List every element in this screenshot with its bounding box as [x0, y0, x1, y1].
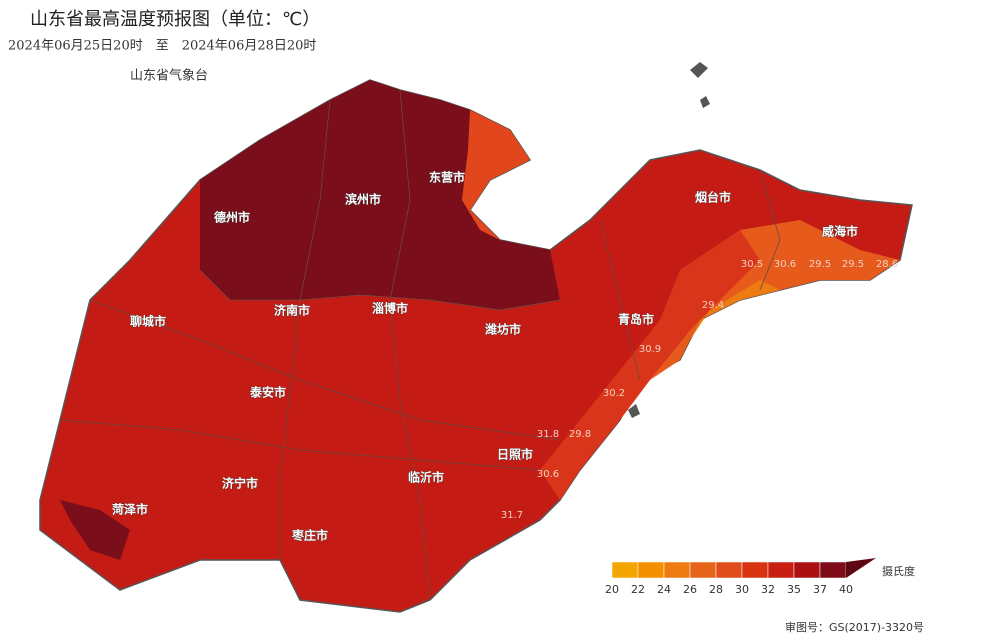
city-label: 烟台市	[695, 190, 731, 205]
city-label: 临沂市	[408, 470, 444, 485]
legend-tick: 28	[709, 583, 723, 596]
legend-swatch	[611, 561, 639, 579]
station-value: 30.5	[741, 259, 763, 270]
city-label: 枣庄市	[291, 528, 328, 543]
map-shape	[39, 62, 913, 613]
legend-swatch	[715, 561, 743, 579]
city-label: 潍坊市	[484, 322, 521, 337]
city-label: 滨州市	[345, 192, 381, 207]
city-label: 青岛市	[618, 312, 654, 327]
legend-swatch	[793, 561, 821, 579]
station-value: 29.5	[842, 259, 864, 270]
station-value: 29.4	[702, 300, 724, 311]
station-value: 31.7	[501, 510, 523, 521]
agency: 山东省气象台	[130, 68, 208, 84]
legend-swatch	[637, 561, 665, 579]
legend-tick: 20	[605, 583, 619, 596]
city-label: 德州市	[214, 210, 250, 225]
legend-tick: 26	[683, 583, 697, 596]
legend-tick: 22	[631, 583, 645, 596]
legend-tick: 30	[735, 583, 749, 596]
city-label: 济南市	[274, 303, 310, 318]
station-value: 30.6	[537, 469, 559, 480]
city-label: 泰安市	[249, 385, 286, 400]
city-label: 威海市	[822, 224, 858, 239]
legend-unit: 摄氏度	[882, 564, 915, 578]
station-value: 30.6	[774, 259, 796, 270]
legend-tick: 40	[839, 583, 853, 596]
city-label: 淄博市	[372, 301, 408, 316]
period: 2024年06月25日20时 至 2024年06月28日20时	[8, 39, 316, 54]
station-value: 30.9	[639, 344, 661, 355]
legend-tick: 35	[787, 583, 801, 596]
city-label: 济宁市	[222, 476, 258, 491]
legend-swatch	[741, 561, 769, 579]
title: 山东省最高温度预报图（单位：℃）	[30, 9, 320, 30]
city-label: 菏泽市	[112, 502, 148, 517]
station-value: 29.8	[569, 429, 591, 440]
station-value: 30.2	[603, 388, 625, 399]
station-value: 28.6	[876, 259, 898, 270]
legend-tick: 24	[657, 583, 671, 596]
city-label: 东营市	[429, 170, 465, 185]
legend-tick: 32	[761, 583, 775, 596]
legend-swatch	[663, 561, 691, 579]
station-value: 31.8	[537, 429, 559, 440]
legend-swatch	[689, 561, 717, 579]
legend-swatch	[819, 561, 847, 579]
legend-swatch	[767, 561, 795, 579]
city-label: 聊城市	[130, 314, 166, 329]
city-label: 日照市	[497, 447, 533, 462]
footer: 审图号：GS(2017)-3320号	[785, 620, 924, 634]
legend-over	[846, 558, 876, 578]
station-value: 29.5	[809, 259, 831, 270]
legend-tick: 37	[813, 583, 827, 596]
